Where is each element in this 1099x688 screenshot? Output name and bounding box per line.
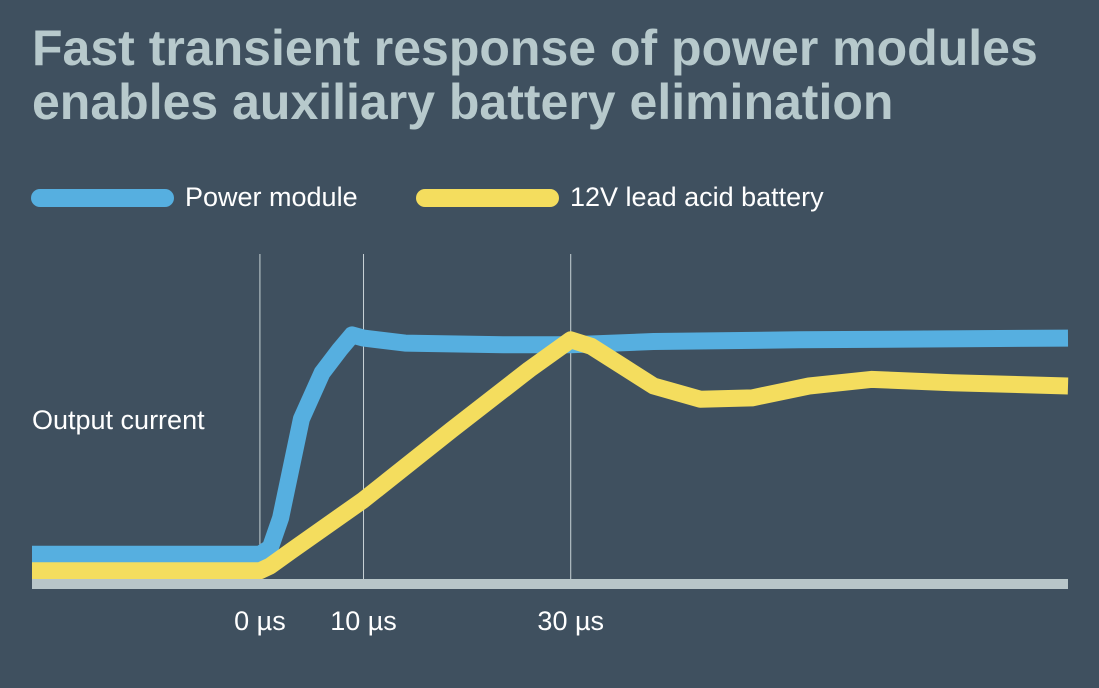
x-tick-label: 10 µs xyxy=(330,606,397,636)
y-axis-label: Output current xyxy=(32,405,205,435)
data-line xyxy=(32,326,1069,563)
x-tick-label: 0 µs xyxy=(234,606,286,636)
data-line xyxy=(32,331,1069,580)
chart-title: enables auxiliary battery elimination xyxy=(32,74,893,130)
chart-title: Fast transient response of power modules xyxy=(32,20,1038,76)
x-tick-label: 30 µs xyxy=(537,606,604,636)
legend-label: 12V lead acid battery xyxy=(570,182,824,212)
legend-label: Power module xyxy=(185,182,358,212)
